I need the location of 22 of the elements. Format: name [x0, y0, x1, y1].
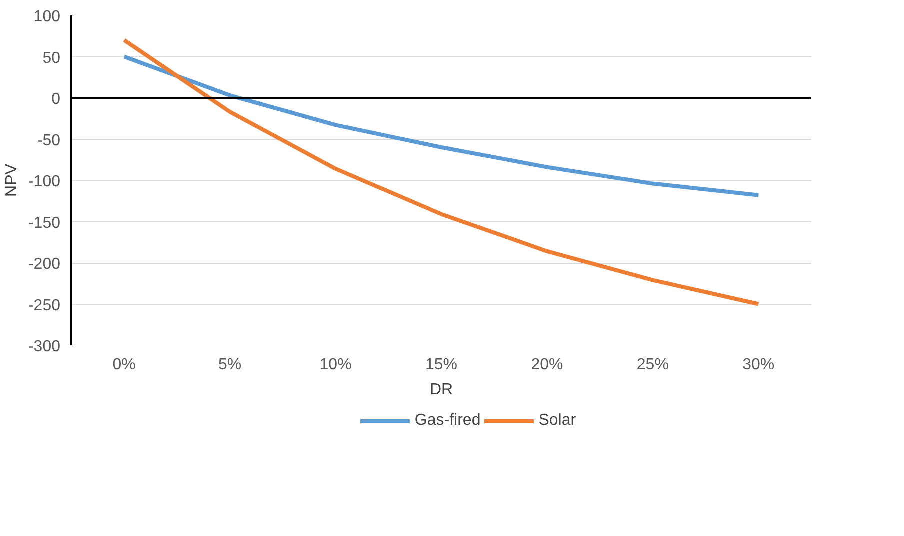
legend-label: Solar — [538, 412, 576, 430]
line-series — [122, 54, 761, 198]
y-tick-label: 100 — [34, 8, 61, 26]
y-tick-label: -100 — [28, 174, 61, 190]
x-tick-label: 15% — [425, 356, 458, 374]
x-tick-label: 25% — [636, 356, 669, 374]
y-axis-title: NPV — [3, 164, 20, 197]
y-tick-label: -50 — [37, 132, 61, 150]
x-tick-label: 0% — [112, 356, 136, 374]
y-tick-label: 0 — [52, 91, 61, 108]
x-tick-label: 10% — [320, 356, 352, 374]
y-tick-label: -300 — [28, 338, 61, 356]
y-tick-label: 50 — [42, 50, 61, 67]
y-tick-label: -150 — [28, 214, 61, 232]
line-series — [122, 38, 761, 306]
x-tick-label: 5% — [218, 356, 242, 374]
y-tick-label: -200 — [28, 256, 61, 273]
x-tick-label: 30% — [742, 356, 775, 374]
y-tick-label: -250 — [28, 297, 61, 314]
x-axis-title: DR — [430, 382, 454, 398]
x-tick-label: 20% — [531, 356, 564, 374]
legend-label: Gas-fired — [414, 412, 481, 430]
